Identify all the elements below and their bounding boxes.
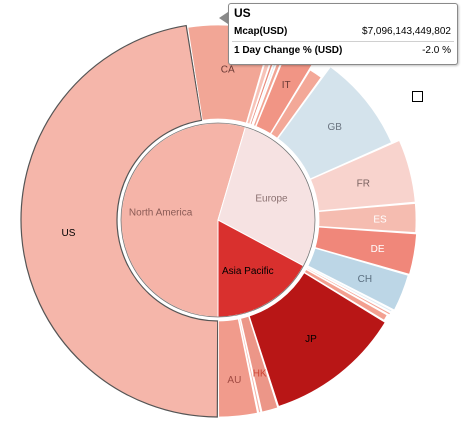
outer-label-hk: HK <box>253 368 267 379</box>
outer-slice-de[interactable] <box>314 226 417 275</box>
tooltip-title: US <box>234 6 251 20</box>
tooltip-label-mcap: Mcap(USD) <box>234 26 288 37</box>
tooltip-row-change: 1 Day Change % (USD) -2.0 % <box>234 45 451 59</box>
outer-slice-ch[interactable] <box>307 247 409 311</box>
segment-labels: North America Europe Asia Pacific US CA IT GB F… <box>62 64 387 386</box>
selection-handle[interactable] <box>412 91 423 102</box>
outer-ring <box>20 24 417 418</box>
inner-label-europe: Europe <box>255 194 288 205</box>
tooltip-value-change: -2.0 % <box>422 45 451 56</box>
inner-label-asia-pacific: Asia Pacific <box>222 266 274 277</box>
outer-slice-au[interactable] <box>217 318 258 418</box>
outer-label-us: US <box>62 228 76 239</box>
outer-slice-gb[interactable] <box>277 66 393 180</box>
outer-label-gb: GB <box>328 122 343 133</box>
outer-label-ch: CH <box>358 274 372 285</box>
outer-slice-eu-e[interactable] <box>270 69 322 139</box>
outer-slice-eu-f[interactable] <box>306 265 393 313</box>
outer-slice-es[interactable] <box>318 203 417 233</box>
inner-label-north-america: North America <box>129 208 193 219</box>
outer-label-au: AU <box>227 375 241 386</box>
outer-slice-jp[interactable] <box>248 272 386 407</box>
outer-label-jp: JP <box>305 334 317 345</box>
tooltip: US Mcap(USD) $7,096,143,449,802 1 Day Ch… <box>228 3 458 65</box>
outer-slice-fr[interactable] <box>309 140 416 212</box>
tooltip-label-change: 1 Day Change % (USD) <box>234 45 343 56</box>
tooltip-row-mcap: Mcap(USD) $7,096,143,449,802 <box>234 26 451 40</box>
outer-label-it: IT <box>282 80 291 91</box>
outer-label-es: ES <box>373 214 387 225</box>
outer-slice-ap-c[interactable] <box>238 318 262 414</box>
tooltip-value-mcap: $7,096,143,449,802 <box>362 26 451 37</box>
outer-label-fr: FR <box>357 179 370 190</box>
inner-ring-outline <box>120 122 316 318</box>
outer-slice-ap-b[interactable] <box>303 268 388 321</box>
tooltip-pointer <box>219 12 228 24</box>
outer-slice-us[interactable] <box>20 24 219 418</box>
outer-slice-hk[interactable] <box>240 315 279 413</box>
inner-ring <box>120 122 316 318</box>
tooltip-divider <box>232 41 454 42</box>
outer-label-ca: CA <box>221 64 235 75</box>
outer-slice-ap-a[interactable] <box>305 267 392 316</box>
outer-label-de: DE <box>371 244 385 255</box>
